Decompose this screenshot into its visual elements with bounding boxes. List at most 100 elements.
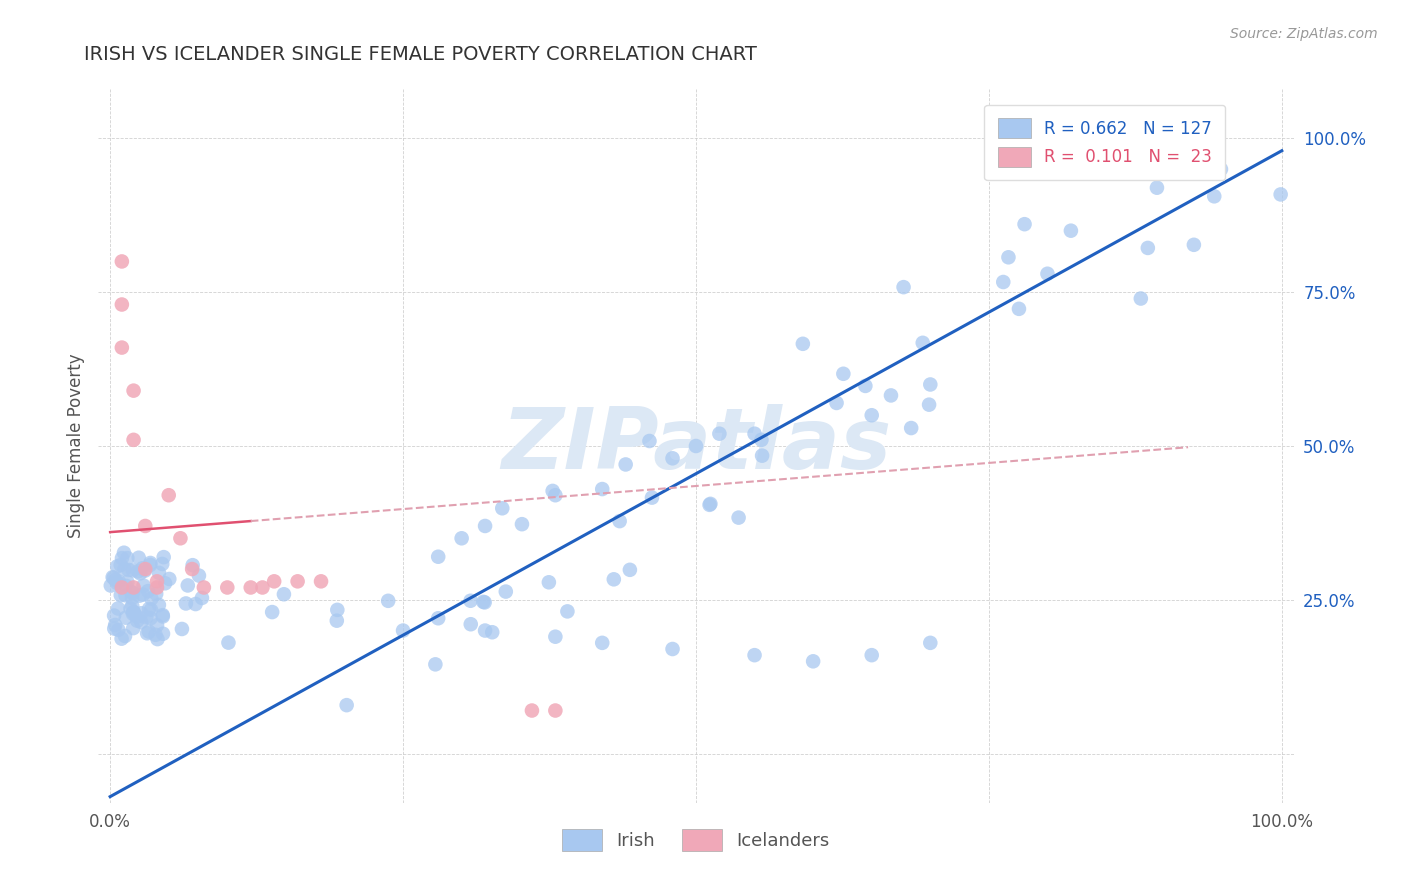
Point bbox=[108, 574, 131, 589]
Point bbox=[1129, 292, 1152, 306]
Point bbox=[152, 550, 174, 565]
Point bbox=[661, 642, 683, 657]
Point bbox=[111, 297, 134, 311]
Point bbox=[273, 587, 295, 601]
Point bbox=[104, 618, 127, 632]
Point bbox=[309, 574, 332, 589]
Point bbox=[122, 586, 145, 600]
Point bbox=[117, 563, 139, 577]
Y-axis label: Single Female Poverty: Single Female Poverty bbox=[66, 354, 84, 538]
Point bbox=[392, 624, 415, 638]
Point bbox=[146, 581, 169, 595]
Point bbox=[262, 605, 284, 619]
Point bbox=[135, 610, 157, 624]
Point bbox=[918, 398, 941, 412]
Point bbox=[122, 607, 145, 621]
Point bbox=[146, 618, 169, 632]
Point bbox=[474, 595, 496, 609]
Point bbox=[107, 601, 129, 615]
Point bbox=[638, 434, 661, 448]
Point bbox=[121, 599, 143, 613]
Point bbox=[122, 605, 145, 619]
Point bbox=[997, 250, 1019, 264]
Point bbox=[544, 488, 567, 502]
Point bbox=[860, 409, 883, 423]
Point bbox=[152, 608, 174, 623]
Point bbox=[111, 581, 134, 595]
Point bbox=[114, 610, 136, 624]
Point bbox=[641, 491, 664, 505]
Point bbox=[148, 598, 170, 612]
Point bbox=[187, 568, 209, 582]
Point bbox=[287, 574, 309, 589]
Point bbox=[544, 630, 567, 644]
Point bbox=[145, 628, 167, 642]
Point bbox=[139, 603, 162, 617]
Point bbox=[893, 280, 915, 294]
Point bbox=[1014, 217, 1036, 231]
Point bbox=[336, 698, 359, 713]
Point bbox=[801, 654, 824, 668]
Point bbox=[1146, 180, 1168, 194]
Point bbox=[860, 648, 883, 662]
Point bbox=[377, 594, 399, 608]
Point bbox=[132, 588, 155, 602]
Point bbox=[217, 635, 239, 649]
Point bbox=[685, 439, 707, 453]
Point bbox=[603, 572, 626, 586]
Point bbox=[110, 558, 132, 572]
Point bbox=[120, 601, 142, 615]
Point bbox=[114, 588, 136, 602]
Point bbox=[112, 562, 135, 576]
Point bbox=[138, 602, 160, 616]
Point bbox=[920, 377, 942, 392]
Point bbox=[911, 335, 934, 350]
Point bbox=[152, 626, 174, 640]
Point bbox=[900, 421, 922, 435]
Point bbox=[157, 572, 180, 586]
Point bbox=[157, 488, 180, 502]
Point bbox=[115, 579, 138, 593]
Point bbox=[117, 551, 139, 566]
Point bbox=[460, 593, 482, 607]
Point bbox=[177, 578, 200, 592]
Point bbox=[139, 556, 162, 570]
Point bbox=[751, 449, 773, 463]
Point bbox=[139, 558, 162, 572]
Point bbox=[122, 621, 145, 635]
Point bbox=[132, 578, 155, 592]
Point bbox=[544, 704, 567, 718]
Point bbox=[193, 581, 215, 595]
Point bbox=[609, 514, 631, 528]
Point bbox=[141, 591, 163, 606]
Point bbox=[136, 626, 159, 640]
Point bbox=[125, 609, 148, 624]
Point bbox=[491, 501, 513, 516]
Point bbox=[146, 574, 169, 589]
Point bbox=[619, 563, 641, 577]
Point bbox=[1060, 224, 1083, 238]
Point bbox=[112, 546, 135, 560]
Legend: Irish, Icelanders: Irish, Icelanders bbox=[555, 822, 837, 858]
Point bbox=[122, 605, 145, 619]
Point bbox=[103, 608, 125, 623]
Point bbox=[427, 611, 450, 625]
Point bbox=[474, 624, 496, 638]
Point bbox=[614, 458, 637, 472]
Point bbox=[751, 433, 773, 447]
Point bbox=[699, 497, 721, 511]
Point bbox=[153, 576, 176, 591]
Text: IRISH VS ICELANDER SINGLE FEMALE POVERTY CORRELATION CHART: IRISH VS ICELANDER SINGLE FEMALE POVERTY… bbox=[84, 45, 758, 63]
Point bbox=[557, 604, 579, 618]
Point bbox=[744, 426, 766, 441]
Point bbox=[699, 498, 721, 512]
Point bbox=[326, 614, 349, 628]
Point bbox=[191, 591, 214, 605]
Point bbox=[146, 632, 169, 646]
Point bbox=[326, 603, 349, 617]
Point bbox=[591, 636, 613, 650]
Point bbox=[111, 551, 134, 566]
Point bbox=[474, 519, 496, 533]
Point bbox=[1209, 162, 1232, 177]
Point bbox=[169, 531, 191, 545]
